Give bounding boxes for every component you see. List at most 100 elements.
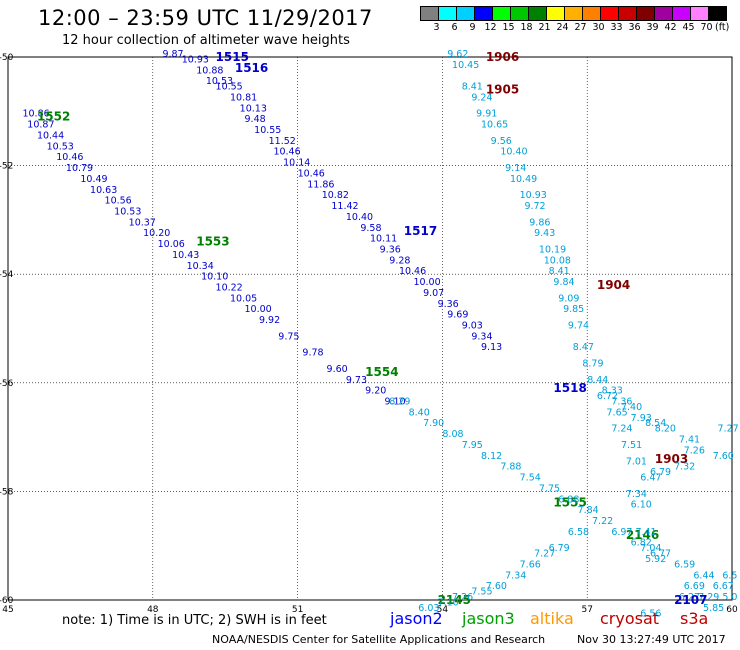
swh-value: 7.41 — [635, 527, 656, 538]
color-scale-label: 9 — [469, 22, 476, 33]
swh-value: 8.29 — [389, 397, 410, 408]
swh-value: 9.62 — [447, 49, 468, 60]
swh-value: 9.78 — [302, 348, 323, 359]
swh-value: 10.55 — [216, 82, 243, 93]
swh-value: 9.86 — [529, 217, 550, 228]
x-tick-label: 54 — [437, 605, 449, 615]
color-scale-label: 15 — [502, 22, 515, 33]
color-scale-label: 3 — [433, 22, 440, 33]
swh-value: 6.27 — [679, 592, 700, 603]
swh-value: 10.13 — [240, 103, 267, 114]
swh-value: 10.11 — [370, 234, 397, 245]
swh-value: 10.49 — [80, 174, 107, 185]
color-scale-label: 42 — [664, 22, 677, 33]
swh-value: 7.65 — [607, 407, 628, 418]
swh-value: 6.03 — [418, 603, 439, 614]
swh-value: 9.87 — [162, 49, 183, 60]
swh-value: 9.36 — [438, 299, 459, 310]
swh-value: 6.88 — [558, 494, 579, 505]
color-scale-label: 27 — [574, 22, 587, 33]
pass-number-label: 1554 — [365, 365, 398, 379]
swh-value: 6.59 — [674, 559, 695, 570]
swh-value: 6.97 — [611, 527, 632, 538]
x-tick-label: 60 — [726, 605, 738, 615]
color-scale-label: 30 — [592, 22, 605, 33]
swh-value: 10.37 — [129, 217, 156, 228]
swh-value: 8.41 — [462, 82, 483, 93]
swh-value: 6.5 — [722, 570, 737, 581]
swh-value: 9.72 — [524, 201, 545, 212]
pass-number-label: 1904 — [597, 278, 630, 292]
swh-value: 9.91 — [476, 109, 497, 120]
swh-value: 8.40 — [409, 407, 430, 418]
swh-value: 10.40 — [346, 212, 373, 223]
swh-value: 10.40 — [500, 147, 527, 158]
x-tick-label: 45 — [2, 605, 13, 615]
color-scale-label: 12 — [484, 22, 497, 33]
color-scale-label: 18 — [520, 22, 533, 33]
swh-value: 10.46 — [56, 152, 83, 163]
swh-value: 10.65 — [481, 120, 508, 131]
swh-value: 9.69 — [447, 310, 468, 321]
x-tick-label: 57 — [581, 605, 592, 615]
swh-value: 9.84 — [553, 277, 574, 288]
swh-value: 7.01 — [626, 456, 647, 467]
pass-number-label: 1905 — [486, 83, 519, 97]
swh-value: 10.19 — [539, 244, 566, 255]
swh-value: 6.10 — [631, 500, 652, 511]
swh-value: 10.06 — [158, 239, 185, 250]
swh-value: 8.08 — [442, 429, 463, 440]
swh-value: 10.81 — [230, 92, 257, 103]
swh-value: 7.55 — [471, 587, 492, 598]
pass-number-label: 1553 — [196, 235, 229, 249]
swh-value: 6.79 — [549, 543, 570, 554]
generated-timestamp: Nov 30 13:27:49 UTC 2017 — [577, 633, 726, 646]
swh-value: 6.77 — [650, 549, 671, 560]
swh-value: 10.00 — [245, 304, 272, 315]
swh-value: 9.48 — [245, 114, 266, 125]
color-scale-label: 24 — [556, 22, 569, 33]
swh-value: 10.34 — [187, 261, 214, 272]
swh-value: 6.82 — [631, 538, 652, 549]
swh-value: 10.49 — [510, 174, 537, 185]
swh-value: 7.40 — [621, 402, 642, 413]
x-tick-label: 51 — [292, 605, 303, 615]
swh-value: 9.14 — [505, 163, 526, 174]
swh-value: 5.92 — [645, 554, 666, 565]
color-scale-bar — [420, 6, 727, 21]
legend-jason2: jason2 — [390, 609, 443, 628]
swh-value: 10.45 — [452, 60, 479, 71]
swh-value: 6.58 — [568, 527, 589, 538]
swh-value: 7.22 — [592, 516, 613, 527]
swh-value: 9.34 — [471, 331, 492, 342]
swh-value: 10.43 — [172, 250, 199, 261]
swh-value: 9.74 — [568, 321, 589, 332]
swh-value: 10.63 — [90, 185, 117, 196]
legend-cryosat: cryosat — [600, 609, 660, 628]
swh-value: 7.27 — [534, 549, 555, 560]
pass-number-label: 2146 — [626, 528, 659, 542]
color-scale-label: 21 — [538, 22, 551, 33]
swh-value: 9.56 — [491, 136, 512, 147]
swh-value: 10.44 — [37, 130, 64, 141]
swh-value: 6.72 — [597, 391, 618, 402]
swh-value: 7.10 — [438, 597, 459, 608]
swh-value: 9.36 — [380, 244, 401, 255]
swh-value: 10.20 — [143, 228, 170, 239]
swh-value: 10.46 — [298, 168, 325, 179]
swh-value: 10.22 — [216, 282, 243, 293]
swh-value: 10.87 — [27, 120, 54, 131]
page-subtitle: 12 hour collection of altimeter wave hei… — [62, 33, 350, 48]
swh-value: 8.79 — [582, 359, 603, 370]
x-tick-label: 48 — [147, 605, 159, 615]
swh-value: 7.34 — [626, 489, 647, 500]
swh-value: 6.56 — [640, 608, 661, 619]
color-scale-label: 39 — [646, 22, 659, 33]
pass-number-label: 1552 — [37, 110, 70, 124]
legend-altika: altika — [530, 609, 574, 628]
swh-value: 7.51 — [621, 440, 642, 451]
swh-value: 10.08 — [544, 255, 571, 266]
swh-value: 9.85 — [563, 304, 584, 315]
swh-value: 7.95 — [462, 440, 483, 451]
